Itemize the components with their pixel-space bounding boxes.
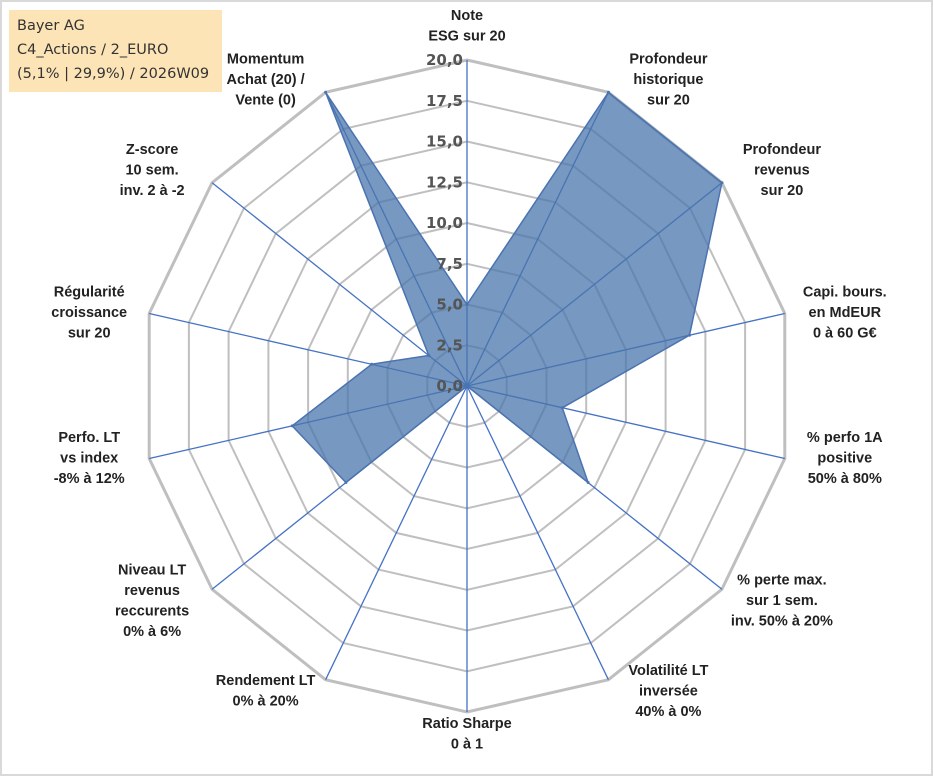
data-point: [290, 424, 294, 428]
axis-label-line: inv. 50% à 20%: [731, 614, 833, 630]
axis-label-line: Régularité: [54, 285, 125, 301]
info-company: Bayer AG: [17, 18, 85, 34]
axis-label-line: Achat (20) /: [227, 72, 305, 88]
axis-label-line: 0% à 20%: [233, 694, 299, 710]
axis-label: Ratio Sharpe 0 à 1: [422, 716, 511, 753]
data-point: [560, 406, 564, 410]
axis-label-line: 10 sem.: [125, 163, 178, 179]
axis-label: Rendement LT 0% à 20%: [216, 673, 316, 710]
axis-label-line: Niveau LT: [118, 562, 186, 578]
axis-label-line: Profondeur: [629, 52, 707, 68]
axis-label: Capi. bours. en MdEUR 0 à 60 G€: [803, 285, 887, 342]
data-point: [606, 90, 610, 94]
axis-label-line: Volatilité LT: [628, 663, 708, 679]
data-point: [720, 181, 724, 185]
data-point: [324, 90, 328, 94]
axis-label-line: Momentum: [227, 52, 304, 68]
data-point: [427, 354, 431, 357]
axis-label: Régularité croissance sur 20: [51, 285, 127, 342]
axis-label: Momentum Achat (20) / Vente (0): [227, 52, 305, 109]
info-category: C4_Actions / 2_EURO: [17, 42, 169, 58]
data-point: [465, 303, 469, 306]
data-point: [688, 333, 691, 337]
axis-label: Niveau LT revenus reccurents 0% à 6%: [115, 562, 189, 640]
info-box: Bayer AG C4_Actions / 2_EURO (5,1% | 29,…: [9, 10, 222, 92]
axis-label-line: Vente (0): [235, 93, 296, 109]
axis-label-line: sur 20: [647, 93, 690, 109]
axis-label-line: en MdEUR: [809, 305, 882, 321]
tick-label: 15,0: [426, 133, 463, 151]
axis-label-line: croissance: [51, 305, 127, 321]
axis-label: Volatilité LT inversée 40% à 0%: [628, 663, 708, 720]
axis-label-line: Perfo. LT: [58, 430, 120, 446]
axis-label: % perte max. sur 1 sem. inv. 50% à 20%: [731, 573, 833, 630]
axis-label: Perfo. LT vs index -8% à 12%: [54, 430, 125, 487]
tick-label: 20,0: [426, 51, 463, 69]
axis-label: Profondeur historique sur 20: [629, 52, 707, 109]
tick-label: 2,5: [436, 336, 463, 354]
axis-label-line: historique: [633, 72, 703, 88]
axis-label: % perfo 1A positive 50% à 80%: [807, 430, 883, 487]
axis-label-line: ESG sur 20: [428, 29, 505, 45]
axis-label-line: sur 20: [761, 183, 804, 199]
axis-label-line: vs index: [60, 450, 118, 466]
tick-label: 5,0: [436, 296, 463, 314]
axis-label: Profondeur revenus sur 20: [743, 142, 821, 199]
axis-label-line: reccurents: [115, 603, 189, 619]
radar-axis-labels: Note ESG sur 20 Profondeur historique sur 20…: [51, 8, 886, 753]
axis-label-line: sur 1 sem.: [746, 593, 818, 609]
axis-label-line: positive: [817, 450, 872, 466]
axis-label-line: Rendement LT: [216, 673, 316, 689]
radar-tick-labels: 0,0 2,5 5,0 7,5 10,0 12,5 15,0 17,5 20,0: [426, 51, 463, 395]
data-point: [586, 481, 590, 484]
tick-label: 17,5: [426, 92, 463, 110]
axis-label-line: 0 à 60 G€: [813, 326, 877, 342]
axis-spoke: [211, 182, 468, 387]
axis-label-line: 50% à 80%: [808, 471, 882, 487]
axis-label-line: Capi. bours.: [803, 285, 887, 301]
axis-label-line: 0% à 6%: [123, 624, 181, 640]
radar-series: [290, 90, 724, 484]
axis-label-line: revenus: [754, 163, 810, 179]
data-point: [344, 481, 348, 484]
axis-label-line: -8% à 12%: [54, 471, 125, 487]
axis-label-line: Note: [451, 8, 483, 24]
axis-label-line: % perte max.: [737, 573, 826, 589]
axis-label: Z-score 10 sem. inv. 2 à -2: [120, 142, 185, 199]
axis-label-line: 40% à 0%: [635, 704, 701, 720]
axis-label-line: inversée: [639, 684, 698, 700]
tick-label: 0,0: [436, 377, 463, 395]
axis-label-line: 0 à 1: [451, 737, 483, 753]
axis-label-line: Profondeur: [743, 142, 821, 158]
axis-label-line: revenus: [124, 583, 180, 599]
info-period: (5,1% | 29,9%) / 2026W09: [17, 66, 210, 82]
axis-label-line: inv. 2 à -2: [120, 183, 185, 199]
data-point: [370, 362, 374, 366]
axis-label: Note ESG sur 20: [428, 8, 505, 45]
tick-label: 10,0: [426, 214, 463, 232]
axis-label-line: sur 20: [68, 326, 111, 342]
tick-label: 7,5: [436, 255, 463, 273]
tick-label: 12,5: [426, 173, 463, 191]
data-point: [465, 384, 469, 388]
axis-spoke: [325, 385, 468, 680]
axis-spoke: [466, 385, 609, 680]
axis-label-line: Ratio Sharpe: [422, 716, 511, 732]
axis-label-line: Z-score: [126, 142, 178, 158]
axis-label-line: % perfo 1A: [807, 430, 883, 446]
